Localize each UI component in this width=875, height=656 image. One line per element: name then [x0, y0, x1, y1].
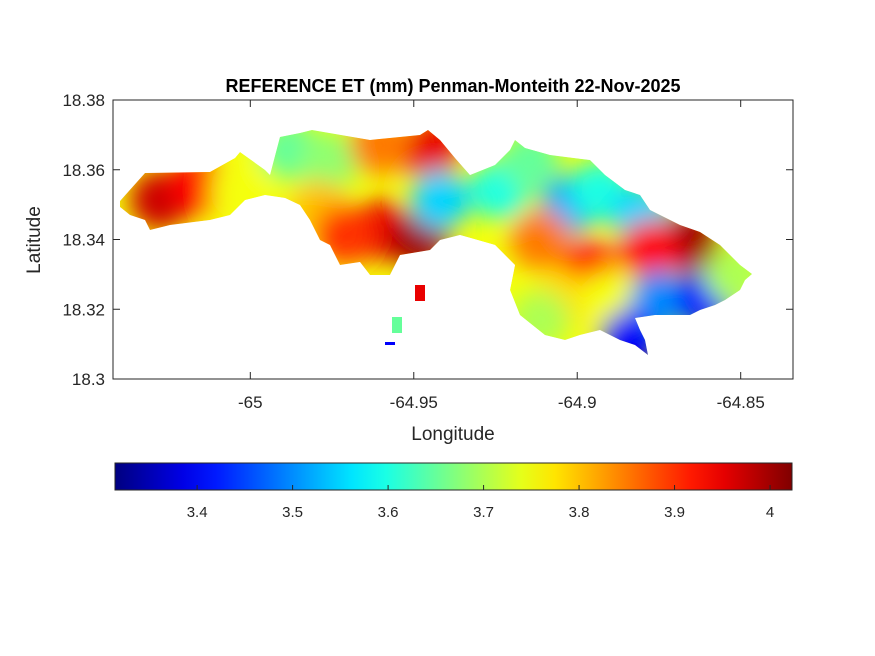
islet: [385, 342, 395, 345]
field-cell: [300, 130, 360, 190]
y-tick-label: 18.38: [62, 91, 105, 110]
field-cell: [510, 290, 570, 350]
x-tick-label: -64.85: [717, 393, 765, 412]
y-tick-label: 18.34: [62, 231, 105, 250]
x-tick-label: -65: [238, 393, 263, 412]
islets: [385, 285, 425, 345]
colorbar: [114, 462, 793, 491]
field-cell: [600, 310, 660, 355]
field-cell: [410, 170, 470, 230]
colorbar-tick-label: 3.9: [664, 504, 685, 521]
field-cell: [620, 220, 680, 280]
colorbar-tick-label: 3.8: [569, 504, 590, 521]
field-blobs: [130, 130, 752, 355]
y-tick-label: 18.36: [62, 161, 105, 180]
colorbar-tick-label: 3.5: [282, 504, 303, 521]
y-tick-label: 18.3: [72, 370, 105, 389]
x-tick-label: -64.95: [390, 393, 438, 412]
chart-title: REFERENCE ET (mm) Penman-Monteith 22-Nov…: [225, 76, 680, 96]
colorbar-tick-label: 3.7: [473, 504, 494, 521]
x-axis-label: Longitude: [411, 424, 494, 445]
field-cell: [350, 130, 410, 175]
y-axis-label: Latitude: [24, 206, 45, 274]
field-cell: [510, 210, 570, 270]
islet: [415, 285, 425, 301]
islet: [392, 317, 402, 333]
colorbar-tick-label: 3.4: [187, 504, 208, 521]
x-tick-label: -64.9: [558, 393, 597, 412]
colorbar-tick-label: 3.6: [378, 504, 399, 521]
field-cell: [315, 205, 375, 265]
y-tick-label: 18.32: [62, 300, 105, 319]
colorbar-tick-label: 4: [766, 504, 774, 521]
et-field: [120, 130, 752, 355]
field-cell: [705, 245, 752, 305]
field-cell: [210, 160, 270, 220]
field-cell: [500, 130, 560, 190]
